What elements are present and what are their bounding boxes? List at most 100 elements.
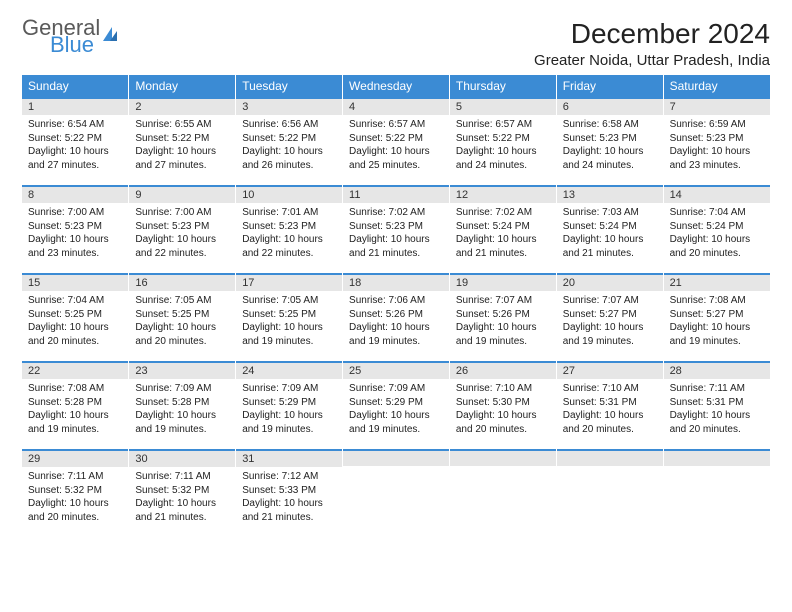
- sunrise-text: Sunrise: 7:09 AM: [242, 382, 336, 396]
- calendar-day-cell: 20Sunrise: 7:07 AMSunset: 5:27 PMDayligh…: [556, 273, 663, 361]
- day-number: 20: [557, 273, 663, 291]
- day-number: 23: [129, 361, 235, 379]
- sunrise-text: Sunrise: 7:08 AM: [28, 382, 122, 396]
- calendar-day-cell: 11Sunrise: 7:02 AMSunset: 5:23 PMDayligh…: [343, 185, 450, 273]
- day-number: 2: [129, 97, 235, 115]
- day-number-empty: [450, 449, 556, 466]
- day-details: Sunrise: 7:02 AMSunset: 5:24 PMDaylight:…: [450, 203, 556, 263]
- sunset-text: Sunset: 5:22 PM: [456, 132, 550, 146]
- calendar-day-cell: 15Sunrise: 7:04 AMSunset: 5:25 PMDayligh…: [22, 273, 129, 361]
- sunset-text: Sunset: 5:23 PM: [242, 220, 336, 234]
- sunset-text: Sunset: 5:23 PM: [28, 220, 122, 234]
- day-details: Sunrise: 7:04 AMSunset: 5:24 PMDaylight:…: [664, 203, 770, 263]
- day-details: Sunrise: 6:58 AMSunset: 5:23 PMDaylight:…: [557, 115, 663, 175]
- sunrise-text: Sunrise: 6:59 AM: [670, 118, 764, 132]
- sunrise-text: Sunrise: 7:12 AM: [242, 470, 336, 484]
- calendar-day-cell: [449, 449, 556, 537]
- day-number: 11: [343, 185, 449, 203]
- day-details: Sunrise: 7:00 AMSunset: 5:23 PMDaylight:…: [22, 203, 128, 263]
- month-title: December 2024: [534, 18, 770, 50]
- day-number: 13: [557, 185, 663, 203]
- daylight-text: Daylight: 10 hours and 24 minutes.: [563, 145, 657, 172]
- sunrise-text: Sunrise: 7:04 AM: [670, 206, 764, 220]
- daylight-text: Daylight: 10 hours and 19 minutes.: [349, 409, 443, 436]
- daylight-text: Daylight: 10 hours and 26 minutes.: [242, 145, 336, 172]
- sunset-text: Sunset: 5:23 PM: [563, 132, 657, 146]
- sunrise-text: Sunrise: 7:11 AM: [28, 470, 122, 484]
- daylight-text: Daylight: 10 hours and 21 minutes.: [456, 233, 550, 260]
- brand-triangle-icon: [110, 31, 117, 41]
- sunrise-text: Sunrise: 7:07 AM: [563, 294, 657, 308]
- day-details: Sunrise: 6:56 AMSunset: 5:22 PMDaylight:…: [236, 115, 342, 175]
- day-number: 7: [664, 97, 770, 115]
- day-number: 10: [236, 185, 342, 203]
- day-details: Sunrise: 6:55 AMSunset: 5:22 PMDaylight:…: [129, 115, 235, 175]
- sunrise-text: Sunrise: 7:03 AM: [563, 206, 657, 220]
- sunrise-text: Sunrise: 7:01 AM: [242, 206, 336, 220]
- day-number-empty: [557, 449, 663, 466]
- sunset-text: Sunset: 5:23 PM: [670, 132, 764, 146]
- sunrise-text: Sunrise: 7:08 AM: [670, 294, 764, 308]
- day-details: Sunrise: 7:08 AMSunset: 5:27 PMDaylight:…: [664, 291, 770, 351]
- sunset-text: Sunset: 5:22 PM: [242, 132, 336, 146]
- day-details: Sunrise: 7:07 AMSunset: 5:27 PMDaylight:…: [557, 291, 663, 351]
- calendar-day-cell: 8Sunrise: 7:00 AMSunset: 5:23 PMDaylight…: [22, 185, 129, 273]
- sunrise-text: Sunrise: 7:06 AM: [349, 294, 443, 308]
- day-details: Sunrise: 7:02 AMSunset: 5:23 PMDaylight:…: [343, 203, 449, 263]
- day-number: 14: [664, 185, 770, 203]
- sunrise-text: Sunrise: 7:09 AM: [135, 382, 229, 396]
- sunset-text: Sunset: 5:23 PM: [135, 220, 229, 234]
- daylight-text: Daylight: 10 hours and 27 minutes.: [135, 145, 229, 172]
- day-number: 22: [22, 361, 128, 379]
- daylight-text: Daylight: 10 hours and 19 minutes.: [349, 321, 443, 348]
- calendar-day-cell: 6Sunrise: 6:58 AMSunset: 5:23 PMDaylight…: [556, 97, 663, 185]
- calendar-day-cell: 25Sunrise: 7:09 AMSunset: 5:29 PMDayligh…: [343, 361, 450, 449]
- weekday-header: Sunday: [22, 75, 129, 97]
- daylight-text: Daylight: 10 hours and 19 minutes.: [135, 409, 229, 436]
- sunset-text: Sunset: 5:24 PM: [563, 220, 657, 234]
- daylight-text: Daylight: 10 hours and 19 minutes.: [28, 409, 122, 436]
- daylight-text: Daylight: 10 hours and 19 minutes.: [670, 321, 764, 348]
- day-details: Sunrise: 7:08 AMSunset: 5:28 PMDaylight:…: [22, 379, 128, 439]
- sunset-text: Sunset: 5:26 PM: [456, 308, 550, 322]
- sunset-text: Sunset: 5:24 PM: [456, 220, 550, 234]
- day-number: 19: [450, 273, 556, 291]
- calendar-table: Sunday Monday Tuesday Wednesday Thursday…: [22, 75, 770, 537]
- calendar-day-cell: 19Sunrise: 7:07 AMSunset: 5:26 PMDayligh…: [449, 273, 556, 361]
- day-number: 30: [129, 449, 235, 467]
- sunset-text: Sunset: 5:28 PM: [28, 396, 122, 410]
- calendar-day-cell: 7 Sunrise: 6:59 AMSunset: 5:23 PMDaylight…: [663, 97, 770, 185]
- daylight-text: Daylight: 10 hours and 19 minutes.: [456, 321, 550, 348]
- day-details: Sunrise: 7:01 AMSunset: 5:23 PMDaylight:…: [236, 203, 342, 263]
- sunset-text: Sunset: 5:22 PM: [349, 132, 443, 146]
- calendar-day-cell: 2Sunrise: 6:55 AMSunset: 5:22 PMDaylight…: [129, 97, 236, 185]
- calendar-day-cell: 26Sunrise: 7:10 AMSunset: 5:30 PMDayligh…: [449, 361, 556, 449]
- daylight-text: Daylight: 10 hours and 21 minutes.: [135, 497, 229, 524]
- day-number: 18: [343, 273, 449, 291]
- calendar-day-cell: 16Sunrise: 7:05 AMSunset: 5:25 PMDayligh…: [129, 273, 236, 361]
- sunset-text: Sunset: 5:33 PM: [242, 484, 336, 498]
- sunrise-text: Sunrise: 7:02 AM: [456, 206, 550, 220]
- sunrise-text: Sunrise: 7:11 AM: [135, 470, 229, 484]
- calendar-day-cell: 27Sunrise: 7:10 AMSunset: 5:31 PMDayligh…: [556, 361, 663, 449]
- calendar-day-cell: 18Sunrise: 7:06 AMSunset: 5:26 PMDayligh…: [343, 273, 450, 361]
- day-details: Sunrise: 7:09 AMSunset: 5:29 PMDaylight:…: [236, 379, 342, 439]
- calendar-day-cell: 14Sunrise: 7:04 AMSunset: 5:24 PMDayligh…: [663, 185, 770, 273]
- brand-text: General Blue: [22, 18, 100, 56]
- day-details: Sunrise: 7:12 AMSunset: 5:33 PMDaylight:…: [236, 467, 342, 527]
- calendar-day-cell: 13 Sunrise: 7:03 AMSunset: 5:24 PMDayligh…: [556, 185, 663, 273]
- calendar-day-cell: [343, 449, 450, 537]
- sunset-text: Sunset: 5:29 PM: [349, 396, 443, 410]
- daylight-text: Daylight: 10 hours and 21 minutes.: [563, 233, 657, 260]
- brand-logo: General Blue: [22, 18, 117, 56]
- sunset-text: Sunset: 5:25 PM: [242, 308, 336, 322]
- day-number: 8: [22, 185, 128, 203]
- day-number: 5: [450, 97, 556, 115]
- calendar-week-row: 15Sunrise: 7:04 AMSunset: 5:25 PMDayligh…: [22, 273, 770, 361]
- sunset-text: Sunset: 5:24 PM: [670, 220, 764, 234]
- calendar-day-cell: 12Sunrise: 7:02 AMSunset: 5:24 PMDayligh…: [449, 185, 556, 273]
- daylight-text: Daylight: 10 hours and 20 minutes.: [563, 409, 657, 436]
- daylight-text: Daylight: 10 hours and 23 minutes.: [670, 145, 764, 172]
- day-number: 6: [557, 97, 663, 115]
- day-details: Sunrise: 7:11 AMSunset: 5:32 PMDaylight:…: [22, 467, 128, 527]
